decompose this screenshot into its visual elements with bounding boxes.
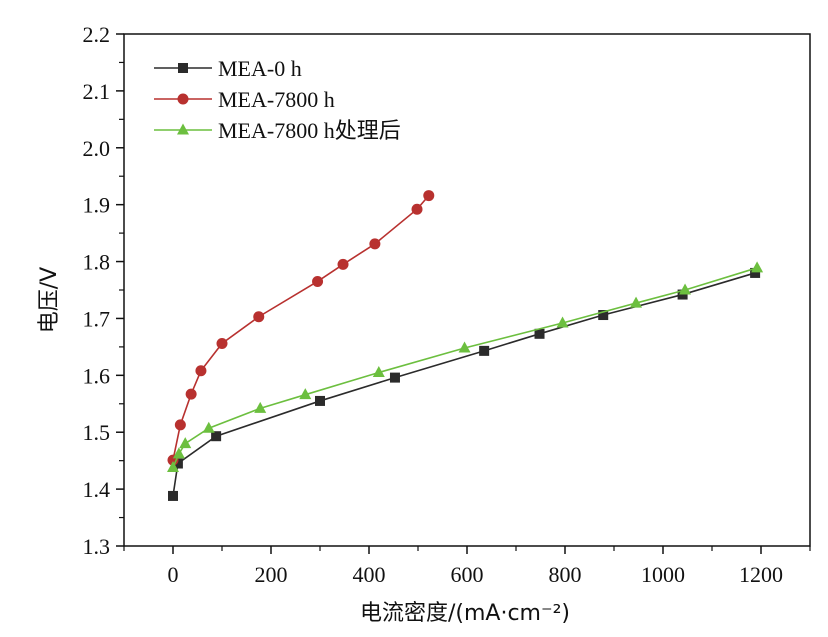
x-tick-label: 800 [549,562,582,587]
x-tick-label: 0 [168,562,179,587]
legend-marker [178,63,188,73]
y-tick-label: 1.6 [83,363,111,388]
data-point [337,258,349,270]
data-point [458,341,471,353]
data-point [679,283,692,295]
y-tick-label: 2.2 [83,22,111,47]
data-point [168,490,178,501]
data-point [172,447,185,459]
x-tick-label: 400 [353,562,386,587]
y-tick-label: 1.3 [83,534,111,559]
data-point [211,431,222,442]
x-tick-label: 1200 [739,562,783,587]
data-point [254,401,267,413]
data-point [369,238,381,250]
legend-label: MEA-0 h [218,56,302,81]
y-tick-label: 1.8 [83,250,111,275]
data-point [202,421,215,433]
data-point [630,296,643,308]
data-point [195,365,207,377]
data-point [677,289,688,300]
data-point [750,267,761,278]
legend-label: MEA-7800 h [218,87,335,112]
data-point [479,345,490,356]
y-tick-label: 2.0 [83,136,111,161]
legend-item: MEA-0 h [154,56,302,81]
legend-label: MEA-7800 h处理后 [218,118,401,143]
x-tick-label: 1000 [641,562,685,587]
data-point [389,372,400,383]
data-point [216,337,228,349]
x-axis-title: 电流密度/(mA·cm⁻²) [360,601,570,626]
y-tick-label: 1.4 [83,477,111,502]
y-tick-label: 1.7 [83,306,111,331]
data-point [299,388,312,400]
legend: MEA-0 h MEA-7800 h MEA-7800 h处理后 [154,56,401,143]
legend-marker [177,93,189,105]
data-point [185,388,197,400]
data-point [172,458,183,469]
x-tick-label: 200 [255,562,288,587]
data-point [556,316,569,328]
legend-item: MEA-7800 h [154,87,335,112]
y-tick-label: 1.5 [83,420,111,445]
data-point [411,203,423,215]
data-point [253,311,265,323]
data-point [174,419,186,431]
series-line [172,195,430,461]
data-point [167,460,179,472]
axis-ticks: 0 200 400 600 800 1000 1200 1.3 1.4 1.5 1.6 1.7 1.8 1… [83,22,811,587]
series-1 [168,267,761,501]
series-group [167,190,764,501]
y-tick-label: 2.1 [83,79,111,104]
data-point [751,261,764,273]
data-point [598,310,609,321]
y-tick-label: 1.9 [83,193,111,218]
data-point [372,365,385,377]
legend-item: MEA-7800 h处理后 [154,118,401,143]
y-axis-title: 电压/V [37,267,62,333]
x-tick-label: 600 [451,562,484,587]
series-line [172,272,756,497]
data-point [179,437,192,449]
data-point [312,275,324,287]
series-3 [167,261,764,472]
data-point [534,328,545,339]
legend-marker [177,123,189,135]
data-point [423,190,435,202]
data-point [315,395,325,406]
series-2 [167,190,435,466]
